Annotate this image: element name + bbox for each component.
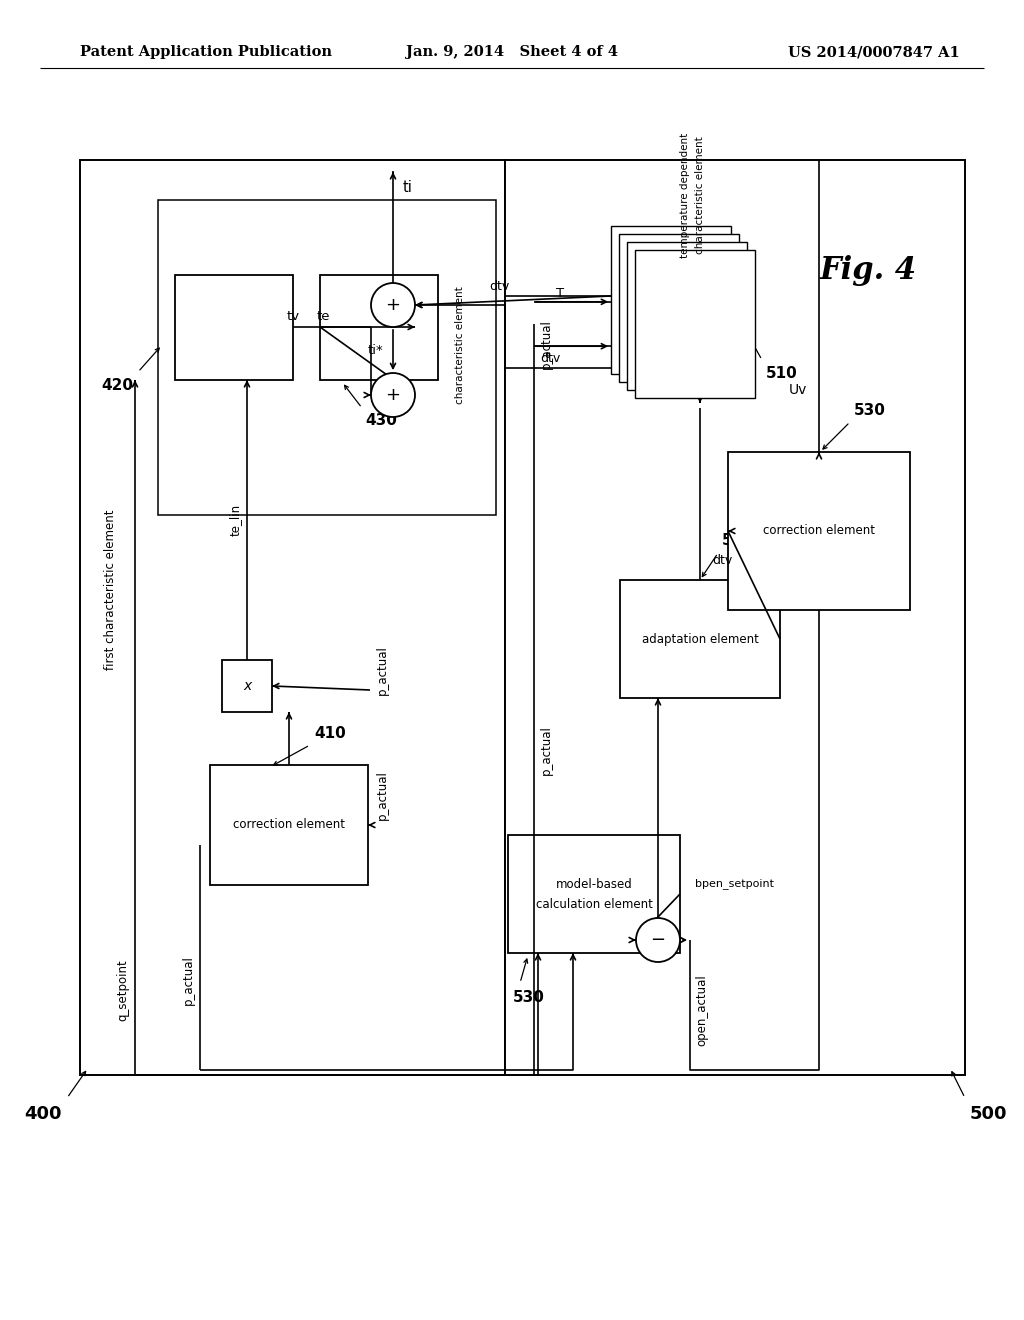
Text: 530: 530: [854, 403, 886, 418]
Text: correction element: correction element: [763, 524, 874, 537]
Text: Uv: Uv: [788, 383, 807, 397]
Bar: [728, 451, 910, 610]
Text: Jan. 9, 2014   Sheet 4 of 4: Jan. 9, 2014 Sheet 4 of 4: [406, 45, 618, 59]
Text: dtv: dtv: [712, 553, 732, 566]
Bar: [620, 579, 780, 698]
Text: −: −: [650, 931, 666, 949]
Text: 500: 500: [970, 1105, 1008, 1123]
Bar: [319, 275, 438, 380]
Circle shape: [371, 282, 415, 327]
Text: Patent Application Publication: Patent Application Publication: [80, 45, 332, 59]
Bar: [175, 275, 293, 380]
Text: p_actual: p_actual: [540, 725, 553, 775]
Text: q_setpoint: q_setpoint: [117, 960, 129, 1020]
Text: +: +: [385, 385, 400, 404]
Text: 420: 420: [101, 378, 133, 393]
Bar: [210, 766, 368, 884]
Text: x: x: [243, 678, 251, 693]
Bar: [635, 249, 755, 399]
Text: 510: 510: [766, 366, 798, 381]
Text: p_actual: p_actual: [376, 770, 388, 820]
Text: bpen_setpoint: bpen_setpoint: [695, 879, 774, 890]
Bar: [618, 234, 739, 381]
Text: open_actual: open_actual: [695, 974, 709, 1045]
Text: te: te: [316, 310, 330, 323]
Text: 530: 530: [513, 990, 545, 1005]
Text: adaptation element: adaptation element: [642, 632, 759, 645]
Text: model-based: model-based: [556, 878, 633, 891]
Text: characteristic element: characteristic element: [455, 286, 465, 404]
Bar: [611, 226, 731, 374]
Text: ti*: ti*: [368, 343, 383, 356]
Text: p_actual: p_actual: [376, 645, 388, 694]
Text: US 2014/0007847 A1: US 2014/0007847 A1: [788, 45, 961, 59]
Text: Fig. 4: Fig. 4: [820, 255, 918, 285]
Text: p_actual: p_actual: [181, 956, 195, 1005]
Bar: [80, 160, 505, 1074]
Text: +: +: [385, 296, 400, 314]
Text: ti: ti: [403, 181, 413, 195]
Bar: [158, 201, 496, 515]
Text: 410: 410: [314, 726, 346, 741]
Text: T: T: [556, 288, 564, 300]
Text: characteristic element: characteristic element: [695, 136, 705, 253]
Bar: [222, 660, 272, 711]
Circle shape: [636, 917, 680, 962]
Text: dtv: dtv: [489, 280, 510, 293]
Bar: [627, 242, 746, 389]
Text: 430: 430: [365, 413, 397, 428]
Text: temperature dependent: temperature dependent: [680, 132, 690, 257]
Text: te_lin: te_lin: [228, 504, 242, 536]
Text: correction element: correction element: [233, 818, 345, 832]
Text: dtv: dtv: [540, 351, 560, 364]
Bar: [508, 836, 680, 953]
Bar: [505, 160, 965, 1074]
Circle shape: [371, 374, 415, 417]
Text: 520: 520: [722, 533, 754, 548]
Text: p_actual: p_actual: [540, 319, 553, 368]
Text: calculation element: calculation element: [536, 898, 652, 911]
Text: 400: 400: [25, 1105, 62, 1123]
Text: first characteristic element: first characteristic element: [103, 510, 117, 671]
Text: tv: tv: [287, 310, 300, 323]
